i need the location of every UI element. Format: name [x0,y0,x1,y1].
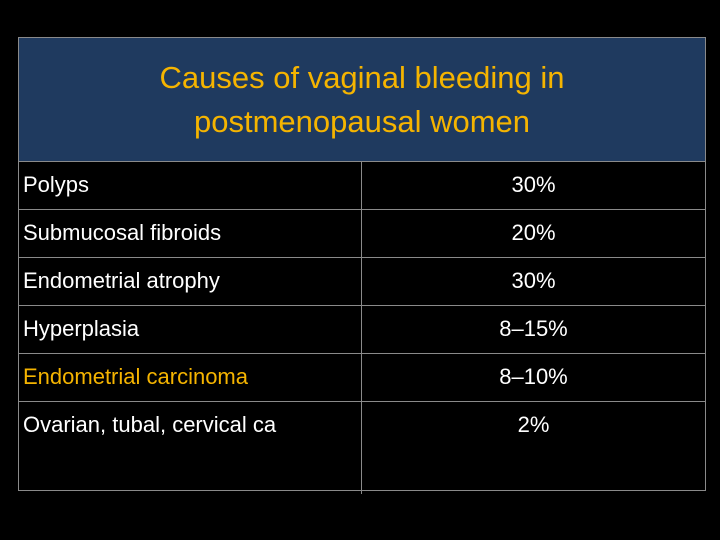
table-row: Endometrial atrophy 30% [19,258,705,306]
cause-label: Polyps [23,172,90,197]
column-divider [361,162,362,209]
column-divider [361,354,362,401]
column-divider [361,402,362,494]
table-row: Submucosal fibroids 20% [19,210,705,258]
slide-title: Causes of vaginal bleeding in postmenopa… [159,59,565,139]
column-divider [361,258,362,305]
table-body: Polyps 30% Submucosal fibroids 20% Endom… [19,162,705,494]
table-row: Endometrial carcinoma 8–10% [19,354,705,402]
cause-label: Ovarian, tubal, cervical ca [23,412,277,437]
cause-label-highlighted: Endometrial carcinoma [23,364,248,389]
percent-value: 20% [511,220,556,245]
percent-value: 8–10% [499,364,568,389]
percent-value: 30% [511,172,556,197]
causes-table: Causes of vaginal bleeding in postmenopa… [18,37,706,494]
table-header: Causes of vaginal bleeding in postmenopa… [19,38,705,162]
table-row: Polyps 30% [19,162,705,210]
percent-value: 2% [517,412,550,437]
column-divider [361,210,362,257]
percent-value: 30% [511,268,556,293]
percent-value: 8–15% [499,316,568,341]
table-row: Ovarian, tubal, cervical ca 2% [19,402,705,494]
cause-label: Hyperplasia [23,316,140,341]
column-divider [361,306,362,353]
cause-label: Submucosal fibroids [23,220,222,245]
table-row: Hyperplasia 8–15% [19,306,705,354]
cause-label: Endometrial atrophy [23,268,220,293]
